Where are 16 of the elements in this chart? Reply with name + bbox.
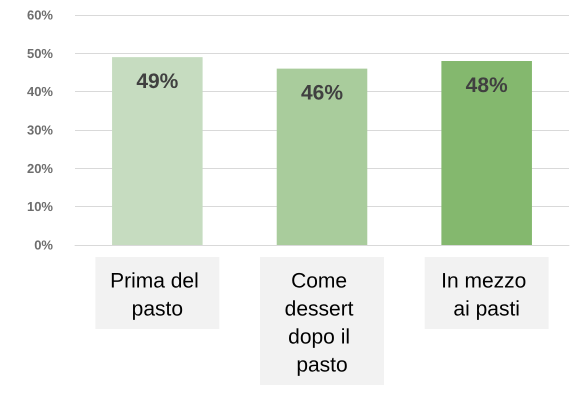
data-label: 49% (136, 70, 179, 94)
data-label: 46% (300, 82, 344, 105)
y-tick-label: 10% (26, 199, 54, 214)
bar (112, 57, 203, 245)
x-tick-label: Prima del pasto (110, 270, 205, 320)
bar (441, 61, 532, 245)
y-tick-label: 0% (34, 238, 54, 252)
y-tick-label: 20% (26, 160, 54, 176)
x-tick-label: In mezzo ai pasti (441, 270, 532, 320)
y-tick-label: 30% (26, 122, 54, 138)
y-tick-label: 60% (26, 8, 54, 22)
bar (276, 68, 368, 245)
y-tick-label: 40% (26, 84, 54, 100)
y-tick-label: 50% (26, 46, 54, 61)
data-label: 48% (466, 74, 508, 97)
x-tick-label: Come dessert dopo il pasto (284, 270, 360, 376)
